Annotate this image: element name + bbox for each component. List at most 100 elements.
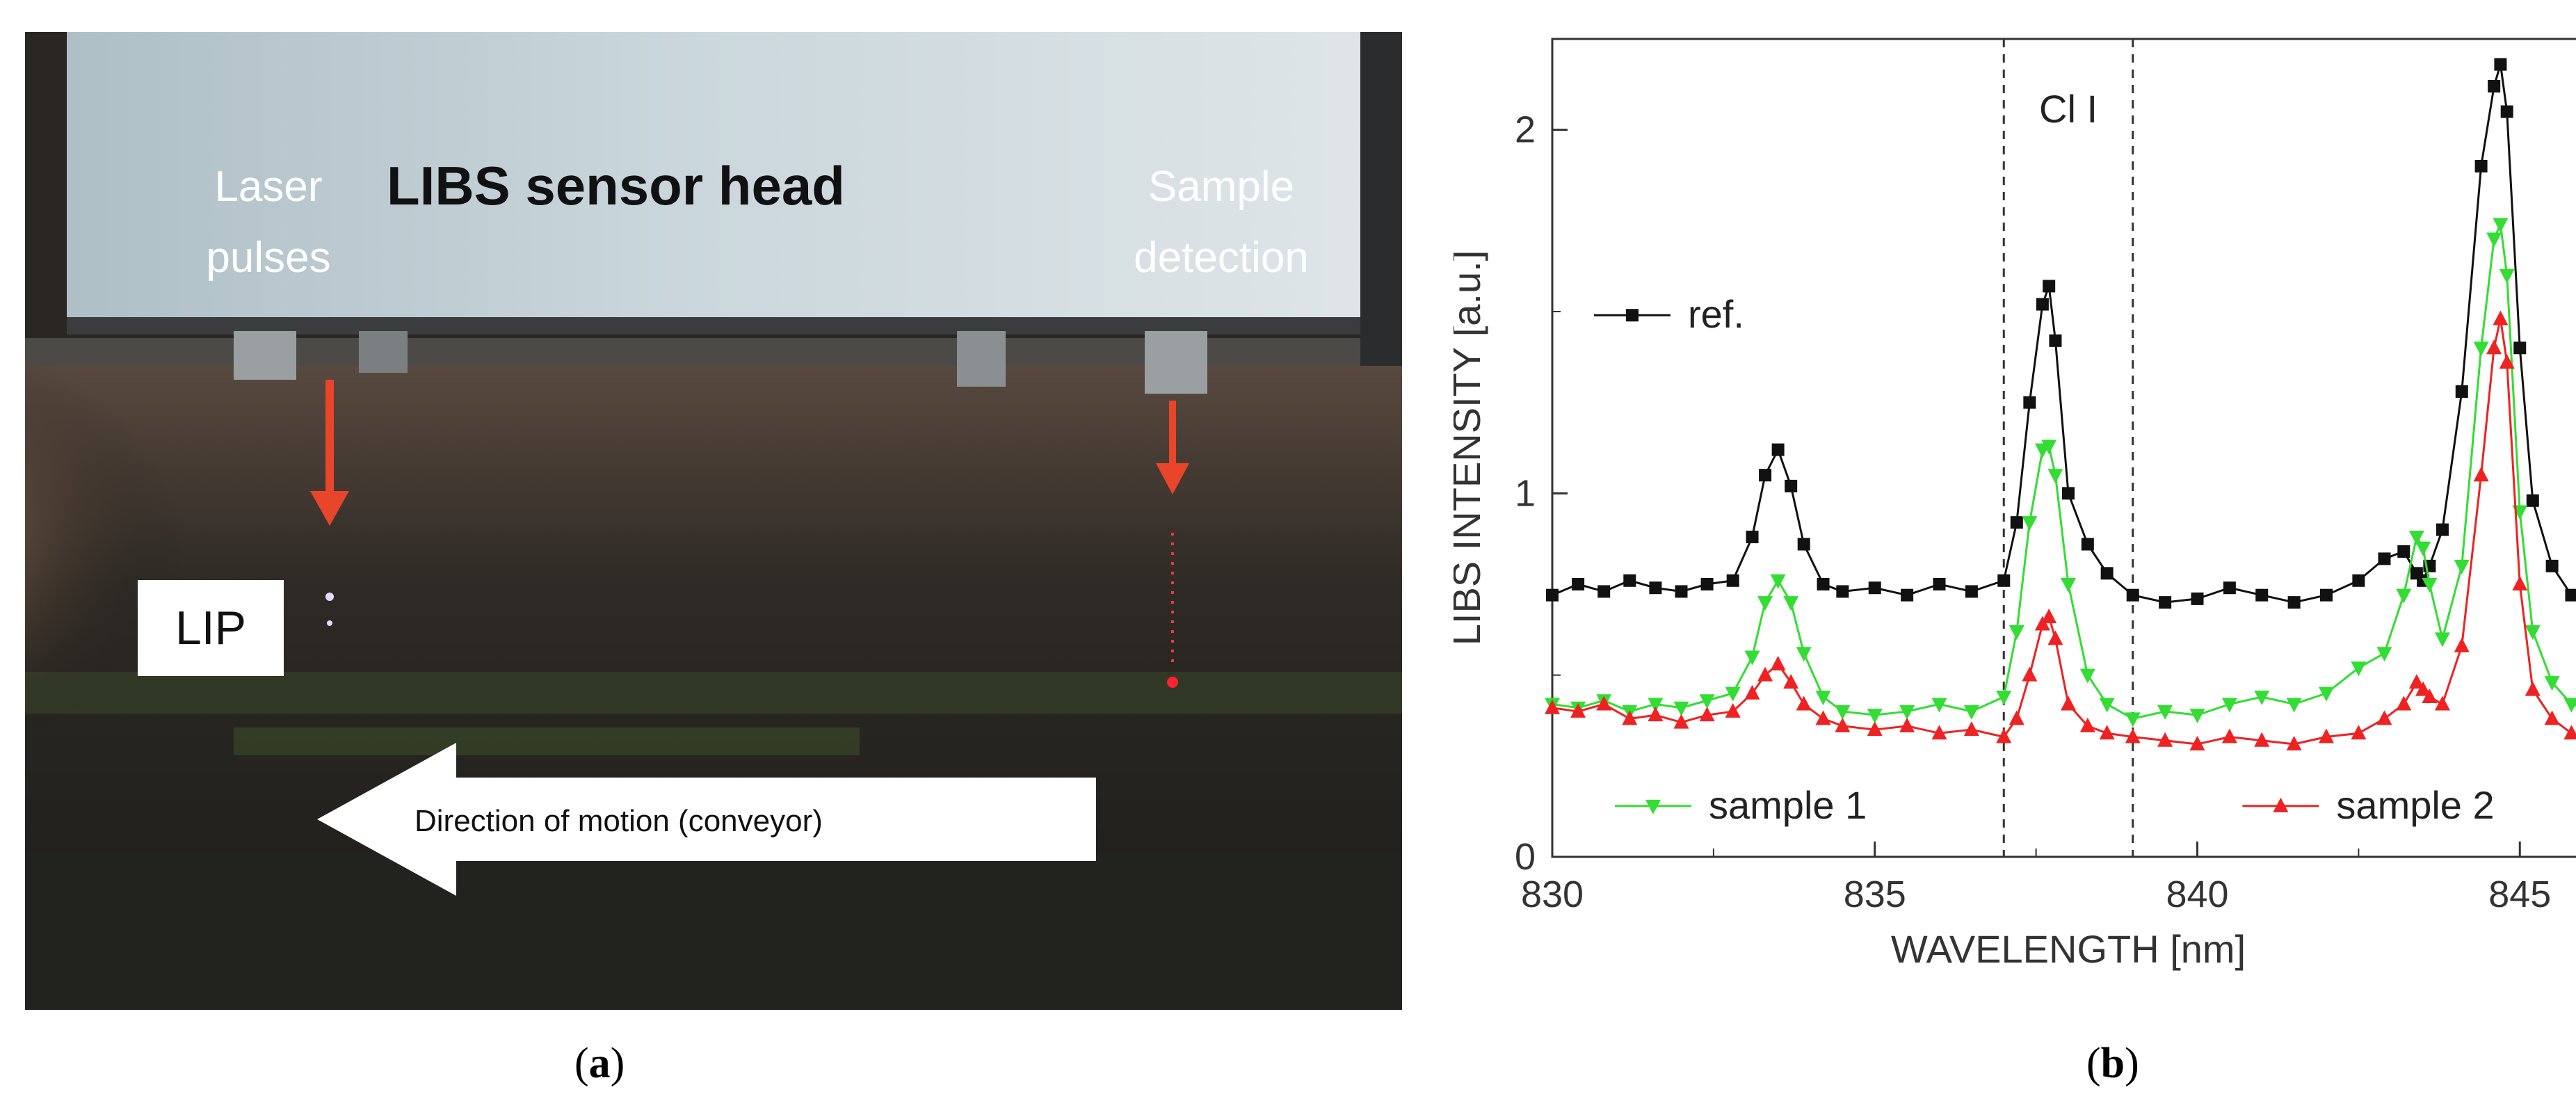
data-point xyxy=(2422,689,2438,704)
data-point xyxy=(2376,710,2392,725)
data-point xyxy=(1963,721,1979,737)
cl-i-annotation: Cl I xyxy=(2039,87,2098,131)
data-point xyxy=(2454,559,2470,574)
data-point xyxy=(2159,596,2172,609)
data-point xyxy=(2079,668,2095,684)
data-point xyxy=(2157,732,2173,747)
caption-b-open: ( xyxy=(2086,1040,2101,1087)
caption-a-letter: a xyxy=(588,1040,611,1087)
data-point xyxy=(2545,559,2559,572)
data-point xyxy=(2041,440,2057,455)
data-point xyxy=(2125,712,2141,727)
data-point xyxy=(1931,698,1947,713)
legend-marker xyxy=(1626,309,1639,322)
data-point xyxy=(1963,705,1979,720)
series-sample-1 xyxy=(1545,218,2576,727)
series-layer xyxy=(1545,58,2576,750)
data-point xyxy=(2079,717,2095,732)
data-point xyxy=(2022,516,2038,531)
data-point xyxy=(2493,310,2509,325)
data-point xyxy=(2255,588,2269,602)
data-point xyxy=(1570,702,1586,718)
caption-b: (b) xyxy=(2086,1039,2139,1088)
laser-label-line1: Laser xyxy=(214,163,323,211)
data-point xyxy=(2286,698,2302,713)
data-point xyxy=(2397,545,2410,558)
data-point xyxy=(2043,280,2056,293)
data-point xyxy=(2544,710,2560,725)
x-tick-label-1: 835 xyxy=(1844,874,1906,915)
data-point xyxy=(1997,574,2011,587)
data-point xyxy=(1744,650,1760,666)
series-line-0 xyxy=(1552,64,2576,604)
x-tick-label-3: 845 xyxy=(2488,874,2551,915)
data-point xyxy=(2526,494,2539,507)
data-point xyxy=(1744,684,1760,700)
data-point xyxy=(1931,725,1947,740)
data-point xyxy=(1817,578,1830,590)
data-point xyxy=(2474,159,2488,172)
data-point xyxy=(2100,567,2114,580)
data-point xyxy=(1700,578,1714,590)
data-point xyxy=(2525,681,2541,696)
data-point xyxy=(2049,334,2062,347)
data-point xyxy=(2286,735,2302,750)
legend-entry-1: sample 1 xyxy=(1615,783,1867,827)
data-point xyxy=(2047,630,2063,645)
photo-illustration xyxy=(25,32,1402,1010)
photo-panel: LIBS sensor head Laser pulses Sample det… xyxy=(25,32,1402,1010)
data-point xyxy=(1770,574,1786,589)
data-point xyxy=(2320,588,2333,602)
data-point xyxy=(1673,714,1689,729)
data-point xyxy=(1726,574,1739,587)
data-point xyxy=(2010,516,2023,529)
data-point xyxy=(1648,698,1664,713)
data-point xyxy=(2221,728,2237,743)
data-point xyxy=(1899,705,1915,720)
data-point xyxy=(2455,385,2468,398)
detection-label-line2: detection xyxy=(1134,234,1309,282)
data-point xyxy=(1545,699,1560,714)
data-point xyxy=(2009,625,2024,640)
data-point xyxy=(1899,717,1915,732)
data-point xyxy=(2473,467,2489,482)
data-point xyxy=(1623,574,1636,587)
data-point xyxy=(2041,609,2057,624)
data-point xyxy=(2351,725,2367,740)
data-point xyxy=(2422,578,2438,593)
data-point xyxy=(2023,396,2036,409)
data-point xyxy=(2486,339,2502,355)
data-point xyxy=(1757,666,1773,682)
data-point xyxy=(2287,596,2301,609)
data-point xyxy=(2488,79,2501,92)
data-point xyxy=(2499,354,2515,369)
data-point xyxy=(1835,717,1851,732)
y-tick-label-0: 0 xyxy=(1515,836,1536,878)
series-line-2 xyxy=(1552,319,2576,746)
data-point xyxy=(1757,596,1773,611)
data-point xyxy=(2126,588,2139,602)
data-point xyxy=(1622,710,1638,725)
data-point xyxy=(2396,588,2412,604)
data-point xyxy=(1572,578,1585,590)
data-point xyxy=(1797,538,1810,551)
legend-entry-2: sample 2 xyxy=(2242,783,2495,827)
data-point xyxy=(2223,581,2236,595)
data-point xyxy=(2512,576,2528,590)
data-point xyxy=(2563,698,2576,713)
data-point xyxy=(1725,686,1741,702)
data-point xyxy=(1648,707,1664,722)
caption-b-close: ) xyxy=(2125,1040,2139,1087)
data-point xyxy=(1675,585,1688,598)
caption-a: (a) xyxy=(574,1039,625,1088)
detection-label-line1: Sample xyxy=(1148,163,1295,211)
data-point xyxy=(1699,707,1715,722)
data-point xyxy=(2125,728,2141,743)
data-point xyxy=(2436,523,2449,536)
data-point xyxy=(1596,695,1612,711)
data-point xyxy=(1868,581,1881,595)
legend: ref. sample 1 sample 2 xyxy=(1594,292,2495,827)
x-tick-label-2: 840 xyxy=(2166,874,2228,915)
data-point xyxy=(1933,578,1946,590)
legend-marker xyxy=(2273,797,2289,812)
